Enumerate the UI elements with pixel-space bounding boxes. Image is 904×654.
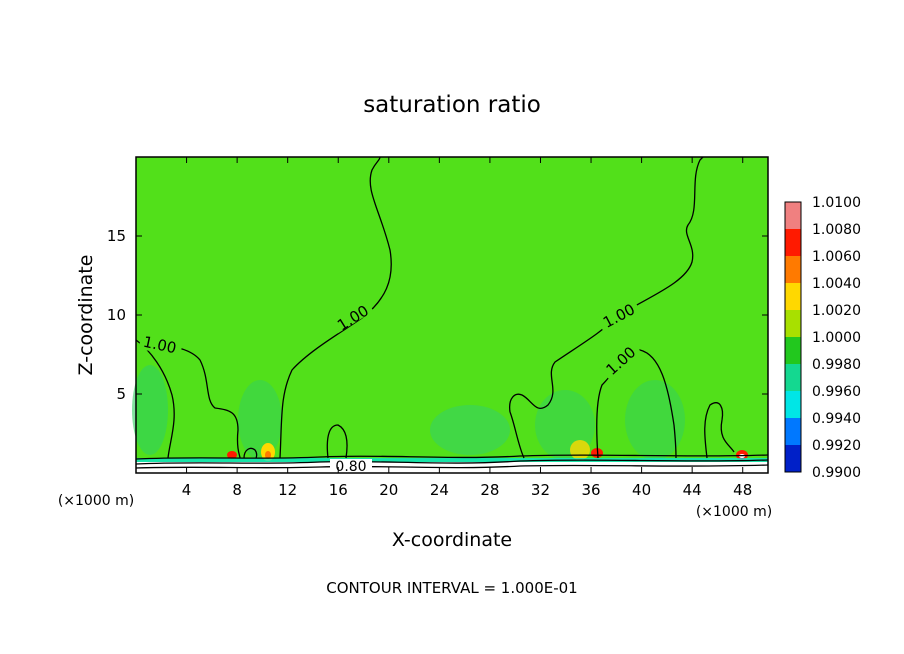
contour-line: [149, 344, 241, 459]
colorbar-label: 1.0020: [812, 303, 861, 319]
contour-labels: 1.00 1.00 1.00 1.00 0.80: [138, 295, 643, 475]
contour-label: 0.80: [335, 459, 366, 475]
colorbar-swatch: [785, 337, 801, 364]
contour-line: [135, 339, 175, 459]
label-mask: [330, 459, 372, 472]
colorbar-swatch: [785, 310, 801, 337]
patch: [238, 380, 282, 460]
contour-line: [243, 447, 258, 459]
x-tick-labels: 4 8 12 16 20 24 28 32 36 40 44 48: [182, 481, 752, 499]
colorbar-swatches: [785, 202, 801, 472]
colorbar-swatch: [785, 445, 801, 472]
y-axis-label: Z-coordinate: [75, 255, 97, 376]
contour-line: [326, 424, 348, 459]
colorbar-swatch: [785, 418, 801, 445]
colorbar-label: 1.0080: [812, 222, 861, 238]
x-tick-marks: [186, 157, 744, 473]
patch: [227, 451, 237, 459]
y-tick-marks: [136, 235, 768, 395]
colorbar-label: 0.9940: [812, 411, 861, 427]
colorbar-label: 1.0060: [812, 249, 861, 265]
y-tick-labels: 5 10 15: [107, 227, 126, 403]
x-tick-label: 8: [232, 481, 242, 499]
colorbar-swatch: [785, 229, 801, 256]
colorbar-swatch: [785, 202, 801, 229]
colorbar-swatch: [785, 283, 801, 310]
colorbar: 1.0100 1.0080 1.0060 1.0040 1.0020 1.000…: [784, 195, 861, 481]
x-unit-right: (×1000 m): [696, 504, 772, 520]
y-tick-label: 5: [116, 385, 126, 403]
x-tick-label: 44: [683, 481, 702, 499]
label-mask: [328, 295, 374, 334]
colorbar-label: 0.9960: [812, 384, 861, 400]
x-tick-label: 20: [379, 481, 398, 499]
x-tick-label: 32: [531, 481, 550, 499]
x-axis-label: X-coordinate: [392, 529, 512, 551]
colorbar-label: 0.9900: [812, 465, 861, 481]
colorbar-labels: 1.0100 1.0080 1.0060 1.0040 1.0020 1.000…: [812, 195, 861, 481]
contour-line: [135, 454, 769, 460]
x-tick-label: 36: [581, 481, 600, 499]
label-mask: [596, 298, 642, 334]
contour-line: [596, 349, 677, 459]
contour-line: [704, 402, 735, 459]
colorbar-label: 1.0000: [812, 330, 861, 346]
patch: [570, 440, 590, 460]
x-tick-label: 24: [430, 481, 449, 499]
label-mask: [599, 340, 643, 382]
contour-line: [135, 459, 769, 465]
y-tick-label: 15: [107, 227, 126, 245]
contour-line: [509, 411, 525, 459]
patch: [265, 451, 271, 459]
x-tick-label: 16: [329, 481, 348, 499]
colorbar-frame: [784, 201, 802, 473]
y-tick-label: 10: [107, 306, 126, 324]
label-mask: [138, 331, 184, 358]
x-unit-left: (×1000 m): [58, 493, 134, 509]
patch: [430, 405, 510, 455]
chart-title: saturation ratio: [363, 92, 541, 118]
colorbar-swatch: [785, 256, 801, 283]
contour-line: [279, 156, 392, 459]
colorbar-swatch: [785, 364, 801, 391]
contour-line: [135, 464, 769, 469]
patch: [132, 365, 168, 455]
colorbar-label: 1.0040: [812, 276, 861, 292]
colorbar-label: 1.0100: [812, 195, 861, 211]
colorbar-label: 0.9980: [812, 357, 861, 373]
x-tick-label: 12: [278, 481, 297, 499]
contour-interval-note: CONTOUR INTERVAL = 1.000E-01: [326, 579, 577, 597]
plot-area: 1.00 1.00 1.00 1.00 0.80: [132, 156, 769, 475]
colorbar-label: 0.9920: [812, 438, 861, 454]
colorbar-swatch: [785, 391, 801, 418]
x-tick-label: 40: [632, 481, 651, 499]
contour-lines: [135, 156, 769, 469]
x-tick-label: 28: [480, 481, 499, 499]
x-tick-label: 4: [182, 481, 192, 499]
x-tick-label: 48: [733, 481, 752, 499]
